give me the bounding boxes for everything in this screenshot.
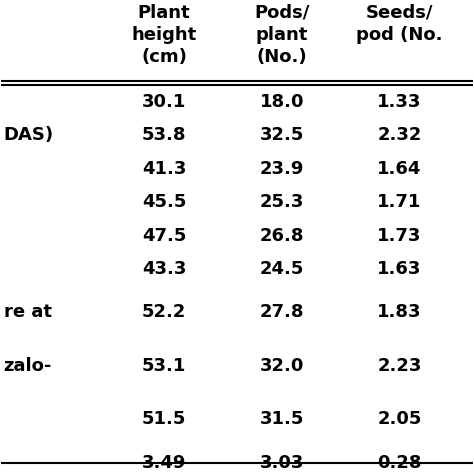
Text: 32.0: 32.0 [260, 357, 304, 375]
Text: 2.05: 2.05 [377, 410, 422, 428]
Text: 52.2: 52.2 [142, 303, 186, 321]
Text: 2.32: 2.32 [377, 126, 422, 144]
Text: 1.83: 1.83 [377, 303, 422, 321]
Text: 1.63: 1.63 [377, 260, 422, 278]
Text: 51.5: 51.5 [142, 410, 186, 428]
Text: Plant
height
(cm): Plant height (cm) [131, 4, 197, 66]
Text: 31.5: 31.5 [260, 410, 304, 428]
Text: 47.5: 47.5 [142, 227, 186, 245]
Text: 2.23: 2.23 [377, 357, 422, 375]
Text: 41.3: 41.3 [142, 160, 186, 178]
Text: Seeds/
pod (No.: Seeds/ pod (No. [356, 4, 443, 44]
Text: Pods/
plant
(No.): Pods/ plant (No.) [254, 4, 310, 66]
Text: 45.5: 45.5 [142, 193, 186, 211]
Text: 24.5: 24.5 [260, 260, 304, 278]
Text: 1.71: 1.71 [377, 193, 422, 211]
Text: re at: re at [4, 303, 52, 321]
Text: 1.64: 1.64 [377, 160, 422, 178]
Text: 1.33: 1.33 [377, 93, 422, 111]
Text: 53.8: 53.8 [142, 126, 186, 144]
Text: 3.03: 3.03 [260, 454, 304, 472]
Text: DAS): DAS) [4, 126, 54, 144]
Text: 25.3: 25.3 [260, 193, 304, 211]
Text: 32.5: 32.5 [260, 126, 304, 144]
Text: 27.8: 27.8 [260, 303, 304, 321]
Text: 43.3: 43.3 [142, 260, 186, 278]
Text: 53.1: 53.1 [142, 357, 186, 375]
Text: 3.49: 3.49 [142, 454, 186, 472]
Text: 26.8: 26.8 [260, 227, 304, 245]
Text: 23.9: 23.9 [260, 160, 304, 178]
Text: 30.1: 30.1 [142, 93, 186, 111]
Text: 18.0: 18.0 [260, 93, 304, 111]
Text: zalo-: zalo- [4, 357, 52, 375]
Text: 1.73: 1.73 [377, 227, 422, 245]
Text: 0.28: 0.28 [377, 454, 422, 472]
